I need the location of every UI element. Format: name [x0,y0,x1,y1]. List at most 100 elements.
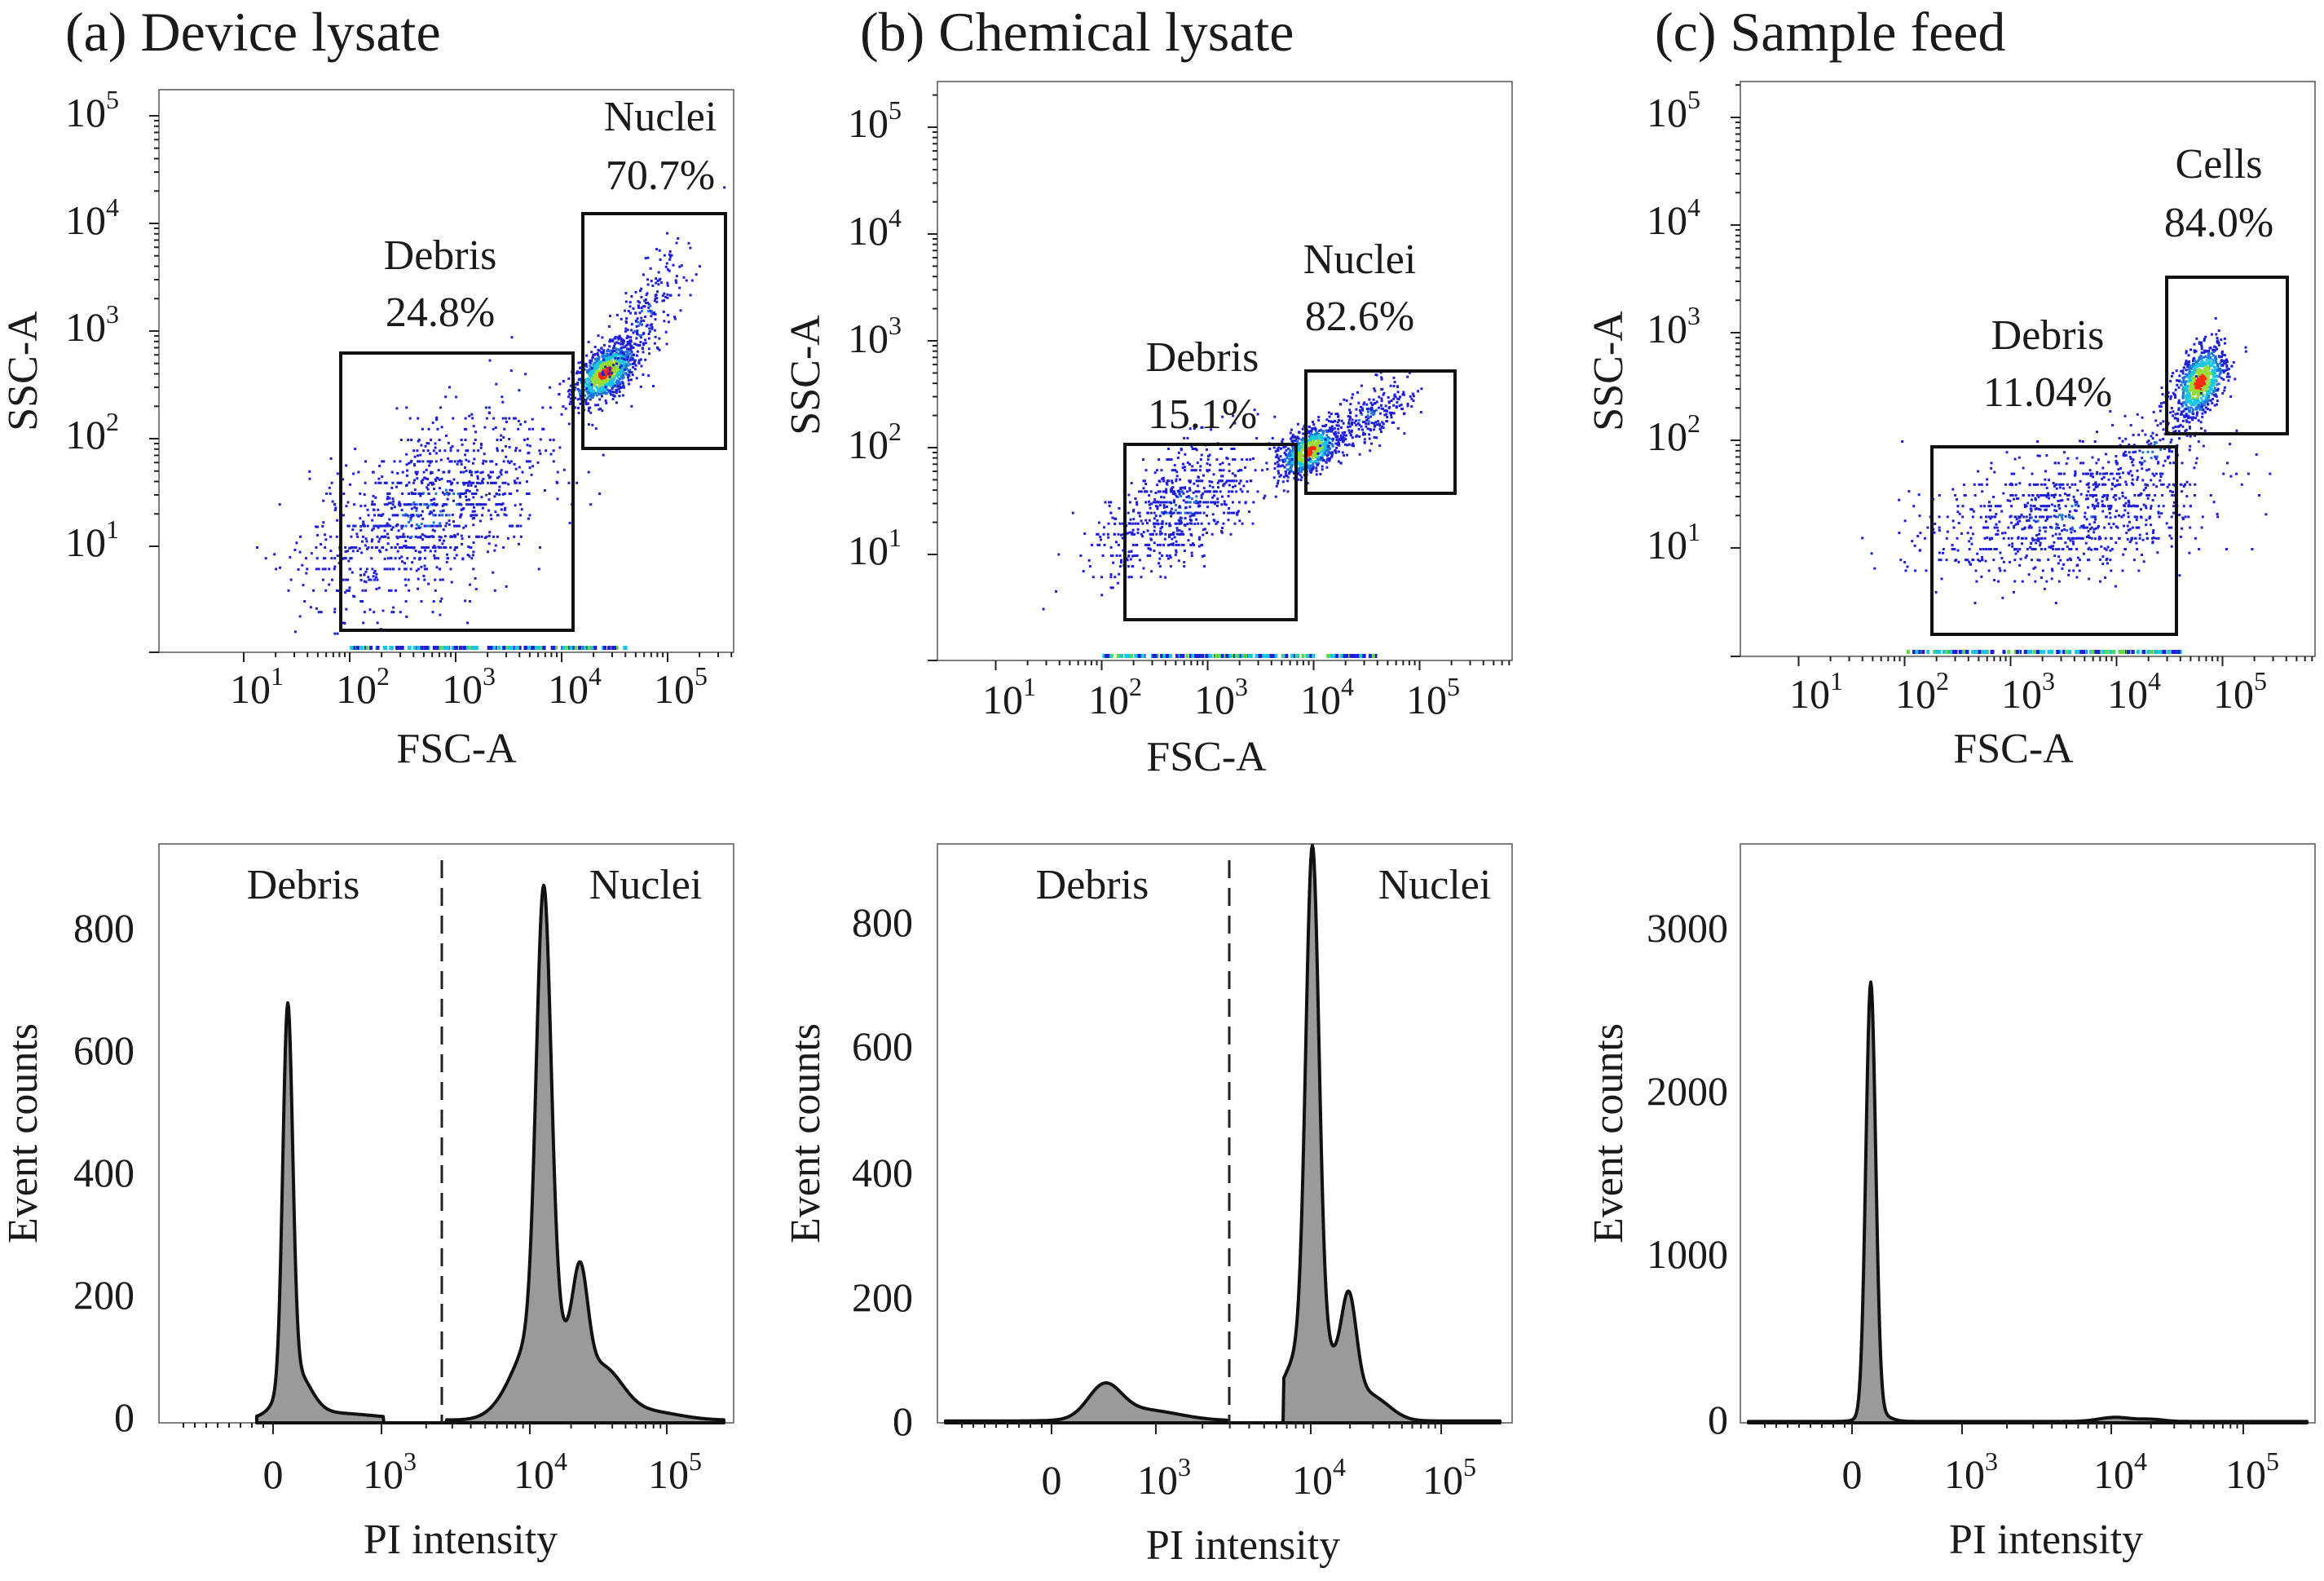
scatter-point [1103,526,1106,529]
scatter-point [1311,436,1314,439]
scatter-point [564,407,567,410]
scatter-point [353,503,356,506]
scatter-point [611,339,613,342]
scatter-point [509,524,511,528]
scatter-point [2200,377,2203,380]
scatter-point [405,484,408,488]
scatter-point [1192,542,1194,545]
scatter-point [1263,494,1267,497]
scatter-point [1290,428,1293,431]
scatter-point [1362,431,1365,435]
scatter-point [577,406,580,409]
axis-event-point [497,646,501,650]
scatter-point [437,545,440,549]
scatter-point [1188,522,1192,525]
scatter-point [552,439,555,441]
scatter-point [302,584,305,587]
scatter-point [1246,458,1248,461]
scatter-point [441,514,444,517]
scatter-point [617,380,620,383]
scatter-point [1202,511,1206,514]
scatter-point [1299,479,1303,482]
scatter-point [377,524,381,528]
scatter-point [1174,469,1177,472]
scatter-point [500,439,502,441]
scatter-point [602,358,606,361]
axis-event-point [1162,654,1166,658]
scatter-point [2177,401,2181,404]
scatter-point [2194,408,2198,411]
panel-a-xlabel: FSC-A [396,726,517,772]
scatter-point [624,327,628,330]
scatter-point [1197,501,1200,504]
panel-b-ytick-1: 101 [848,523,902,573]
scatter-point [658,249,661,252]
scatter-point [364,504,367,507]
scatter-point [505,470,509,474]
scatter-point [609,315,611,317]
scatter-point [1127,511,1130,514]
scatter-point [472,567,475,571]
scatter-point [1385,413,1388,416]
scatter-point [633,329,637,333]
scatter-point [452,478,456,481]
scatter-point [514,467,518,470]
scatter-point [575,481,579,484]
scatter-point [1351,429,1353,432]
scatter-point [598,382,601,386]
scatter-point [1212,501,1215,504]
panel-a-xtick-5: 105 [654,661,708,712]
scatter-point [1289,460,1292,463]
scatter-point [1378,406,1381,409]
scatter-point [1315,448,1318,451]
scatter-point [1420,387,1423,391]
scatter-point [1324,452,1327,455]
scatter-point [1190,445,1193,448]
scatter-point [391,526,395,529]
scatter-point [1148,503,1151,506]
scatter-point [2194,406,2198,409]
scatter-point [495,382,498,386]
scatter-point [1310,443,1313,446]
scatter-point [328,567,331,571]
scatter-point [609,354,612,357]
scatter-point [605,354,608,357]
scatter-point [1339,436,1343,439]
scatter-point [1109,501,1113,504]
scatter-point [434,452,438,455]
scatter-point [2219,367,2222,370]
scatter-point [1284,457,1286,461]
scatter-point [1374,421,1378,424]
scatter-point [1285,457,1289,460]
scatter-point [333,611,337,614]
scatter-point [1191,448,1194,450]
scatter-point [627,335,630,338]
scatter-point [471,461,474,465]
scatter-point [633,359,637,362]
scatter-point [503,492,506,495]
scatter-point [1202,474,1205,477]
scatter-point [401,514,404,517]
scatter-point [1355,414,1358,417]
scatter-point [422,470,426,474]
scatter-point [1183,523,1186,527]
scatter-point [619,371,622,374]
scatter-point [1378,395,1381,399]
scatter-point [2196,404,2199,408]
scatter-point [1166,501,1169,504]
scatter-point [376,578,379,581]
scatter-point [567,481,571,484]
scatter-point [373,578,376,581]
scatter-point [1399,395,1401,399]
scatter-point [1312,464,1315,467]
scatter-point [1285,448,1288,452]
scatter-point [331,578,333,581]
scatter-point [1315,452,1317,455]
scatter-point [1088,565,1091,568]
scatter-point [549,386,552,389]
scatter-point [1360,412,1362,414]
scatter-point [1320,428,1323,431]
scatter-point [600,351,603,354]
scatter-point [627,341,630,344]
scatter-point [2222,360,2225,363]
